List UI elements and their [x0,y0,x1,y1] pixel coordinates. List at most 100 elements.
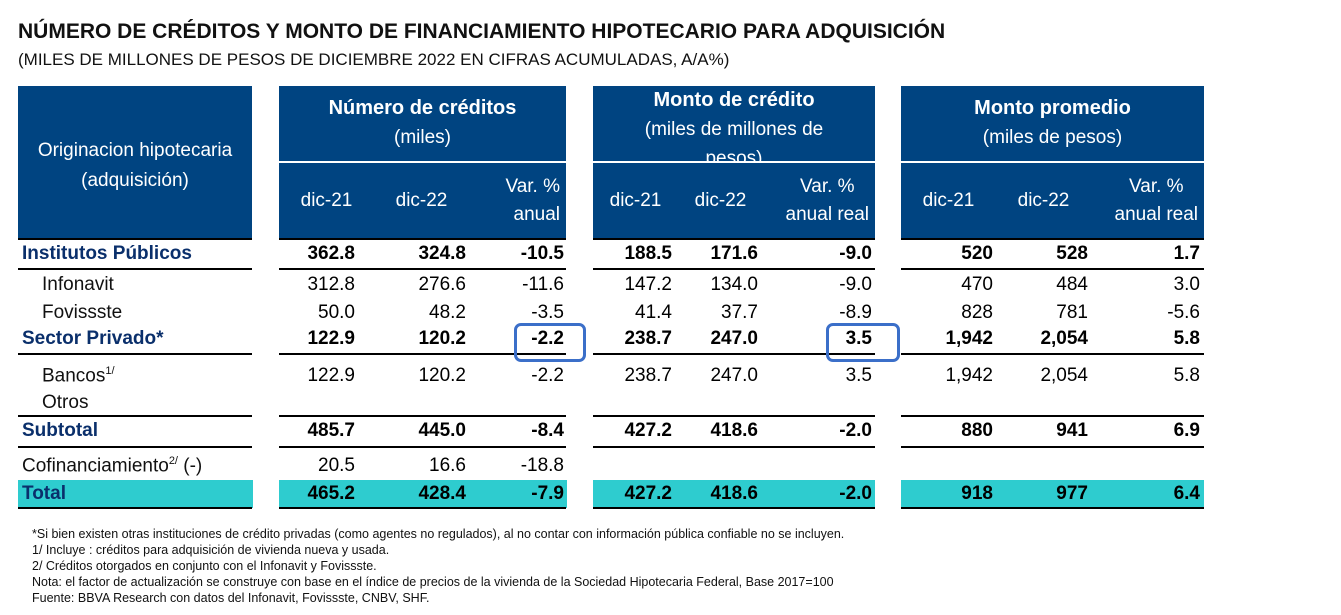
table-cell-subtotal: 418.6 [710,420,758,441]
table-cell-bancos: 238.7 [624,365,672,386]
table-cell-total: -7.9 [531,483,564,504]
table-cell-fovissste: 828 [961,302,993,323]
footnote: 1/ Incluye : créditos para adquisición d… [32,543,390,557]
group-header-promedio: Monto promedio (miles de pesos) [901,86,1204,161]
row-divider [593,446,875,448]
table-cell-cofin: -18.8 [520,455,564,476]
row-divider [279,353,566,355]
table-cell-total: 918 [961,483,993,504]
column-gap [875,480,901,508]
highlight-box [514,323,586,362]
table-cell-infonavit: 312.8 [307,274,355,295]
group-unit: (miles de millones de [644,119,824,140]
col-header-monto: dic-21 dic-22 Var. % anual real [593,163,875,238]
table-cell-privado: 122.9 [307,328,355,349]
footnote: *Si bien existen otras instituciones de … [32,527,845,541]
table-cell-subtotal: 427.2 [624,420,672,441]
table-cell-bancos: 122.9 [307,365,355,386]
table-cell-infonavit: -11.6 [522,274,564,295]
col-dic21: dic-21 [922,189,975,211]
group-title: Monto de crédito [653,89,815,111]
table-cell-total: -2.0 [839,483,872,504]
column-gap [253,480,279,508]
table-cell-privado: 1,942 [945,328,993,349]
table-cell-subtotal: 485.7 [307,420,355,441]
page-subtitle: (MILES DE MILLONES DE PESOS DE DICIEMBRE… [18,50,730,69]
table-cell-fovissste: 781 [1056,302,1088,323]
col-dic21: dic-21 [300,189,353,211]
column-gap [567,480,593,508]
row-divider [18,353,252,355]
row-divider [901,238,1204,240]
row-divider [18,446,252,448]
col-var: Var. % anual real [1114,175,1198,225]
table-cell-bancos: 1,942 [945,365,993,386]
total-row-background [18,480,1204,508]
table-cell-fovissste: -3.5 [531,302,564,323]
row-divider [279,238,566,240]
table-cell-subtotal: 445.0 [418,420,466,441]
row-divider [279,415,566,417]
table-cell-institutos: 520 [961,243,993,264]
row-divider [279,446,566,448]
table-cell-infonavit: -9.0 [839,274,872,295]
row-divider [18,268,252,270]
table-cell-infonavit: 147.2 [624,274,672,295]
row-divider [279,268,566,270]
table-cell-total: 977 [1056,483,1088,504]
row-divider [279,507,566,509]
table-cell-infonavit: 484 [1056,274,1088,295]
table-cell-fovissste: 41.4 [635,302,672,323]
table-cell-institutos: 528 [1056,243,1088,264]
row-divider [18,507,252,509]
row-divider [593,268,875,270]
table-cell-fovissste: 37.7 [721,302,758,323]
row-header: Originacion hipotecaria (adquisición) [18,86,252,238]
table-cell-total: 428.4 [418,483,466,504]
table-cell-total: 418.6 [710,483,758,504]
row-divider [901,446,1204,448]
footnote: Fuente: BBVA Research con datos del Info… [32,591,430,605]
table-cell-institutos: 324.8 [418,243,466,264]
row-label-otros: Otros [42,392,89,413]
row-label-cofinanciamiento: Cofinanciamiento2/ (-) [22,455,203,477]
table-cell-institutos: 1.7 [1173,243,1200,264]
col-dic22: dic-22 [395,189,448,211]
table-cell-bancos: 5.8 [1173,365,1200,386]
row-header-line1: Originacion hipotecaria [37,140,233,161]
row-divider [593,507,875,509]
row-label-privado: Sector Privado* [22,328,164,349]
table-cell-institutos: -10.5 [520,243,564,264]
table-cell-privado: -2.2 [531,328,564,349]
table-cell-institutos: -9.0 [839,243,872,264]
row-divider [901,268,1204,270]
table-cell-total: 427.2 [624,483,672,504]
group-title: Monto promedio [974,97,1131,119]
row-header-line2: (adquisición) [81,170,189,191]
table-cell-total: 465.2 [307,483,355,504]
row-divider [901,415,1204,417]
table-cell-bancos: 120.2 [418,365,466,386]
table-cell-infonavit: 276.6 [418,274,466,295]
footnotes: *Si bien existen otras instituciones de … [32,526,844,606]
table-cell-subtotal: 941 [1056,420,1088,441]
row-divider [593,238,875,240]
row-label-bancos: Bancos1/ [42,365,115,387]
table-cell-fovissste: 48.2 [429,302,466,323]
row-divider [18,415,252,417]
table-cell-privado: 5.8 [1173,328,1200,349]
group-title: Número de créditos [328,97,517,119]
footnote: 2/ Créditos otorgados en conjunto con el… [32,559,377,573]
table-cell-cofin: 16.6 [429,455,466,476]
col-dic21: dic-21 [609,189,662,211]
table-cell-subtotal: 880 [961,420,993,441]
row-divider [901,507,1204,509]
row-label-infonavit: Infonavit [42,274,114,295]
footnote: Nota: el factor de actualización se cons… [32,575,834,589]
table-cell-institutos: 188.5 [624,243,672,264]
table-cell-infonavit: 3.0 [1173,274,1200,295]
table-cell-bancos: 2,054 [1040,365,1088,386]
table-cell-subtotal: -2.0 [839,420,872,441]
col-var: Var. % anual [505,175,560,225]
row-label-institutos: Institutos Públicos [22,243,192,264]
